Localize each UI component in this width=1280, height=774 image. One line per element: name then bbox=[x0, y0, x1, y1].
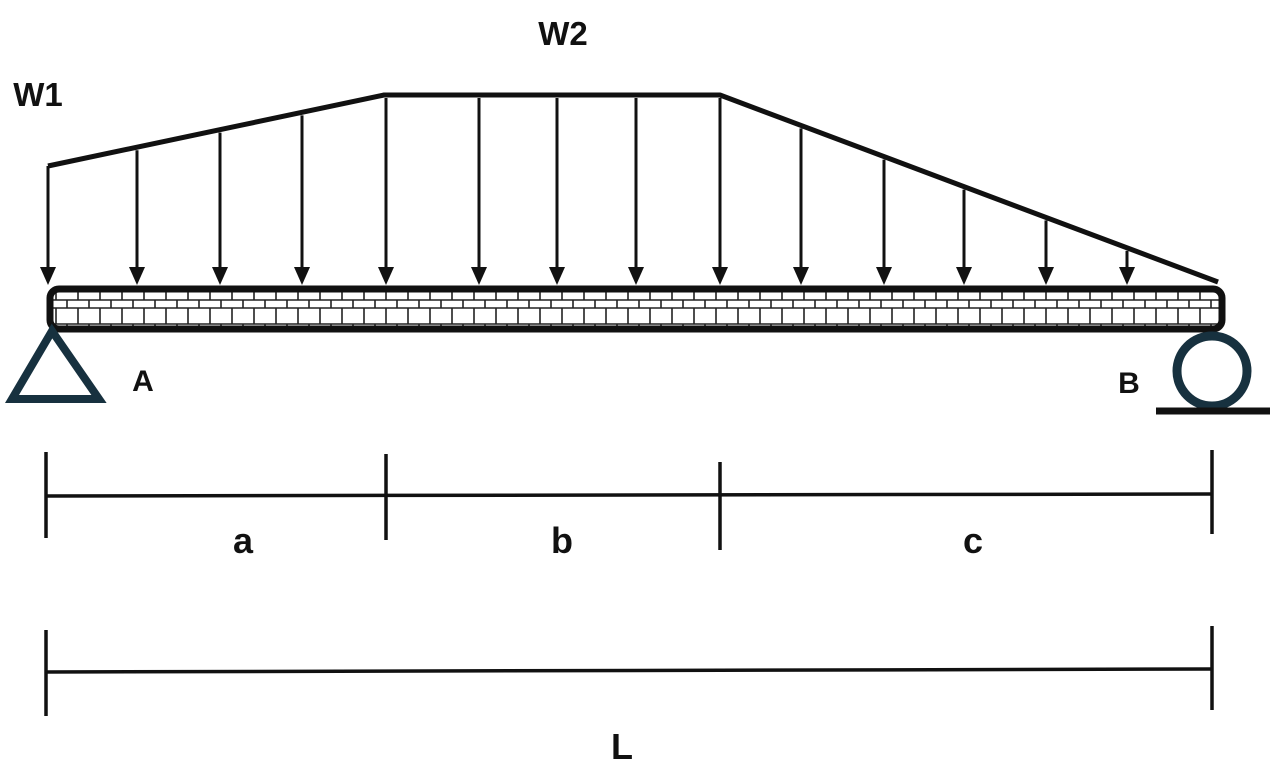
beam bbox=[46, 285, 1226, 333]
segment-dimension-line bbox=[44, 450, 1214, 550]
load-arrow-head bbox=[956, 267, 972, 285]
load-arrow-head bbox=[1119, 267, 1135, 285]
load-arrow-head bbox=[1038, 267, 1054, 285]
load-arrow-head bbox=[294, 267, 310, 285]
roller-support-icon bbox=[1172, 331, 1252, 411]
pin-support-icon bbox=[5, 323, 107, 403]
load-arrow-head bbox=[628, 267, 644, 285]
load-arrows bbox=[40, 98, 1135, 285]
load-arrow-head bbox=[40, 267, 56, 285]
load-arrow-head bbox=[471, 267, 487, 285]
distributed-load-outline bbox=[47, 92, 1219, 285]
segment-c-label: c bbox=[963, 520, 983, 561]
total-dimension-line bbox=[44, 626, 1214, 716]
support-b-label: B bbox=[1118, 367, 1140, 400]
w1-label: W1 bbox=[13, 76, 63, 113]
support-a-label: A bbox=[132, 365, 154, 398]
load-arrow-head bbox=[129, 267, 145, 285]
load-arrow-head bbox=[549, 267, 565, 285]
w2-label: W2 bbox=[538, 15, 588, 52]
load-arrow-head bbox=[378, 267, 394, 285]
total-length-label: L bbox=[611, 726, 633, 767]
load-arrow-head bbox=[876, 267, 892, 285]
load-arrow-head bbox=[712, 267, 728, 285]
load-arrow-head bbox=[793, 267, 809, 285]
segment-a-label: a bbox=[233, 520, 254, 561]
load-arrow-head bbox=[212, 267, 228, 285]
segment-b-label: b bbox=[551, 520, 573, 561]
